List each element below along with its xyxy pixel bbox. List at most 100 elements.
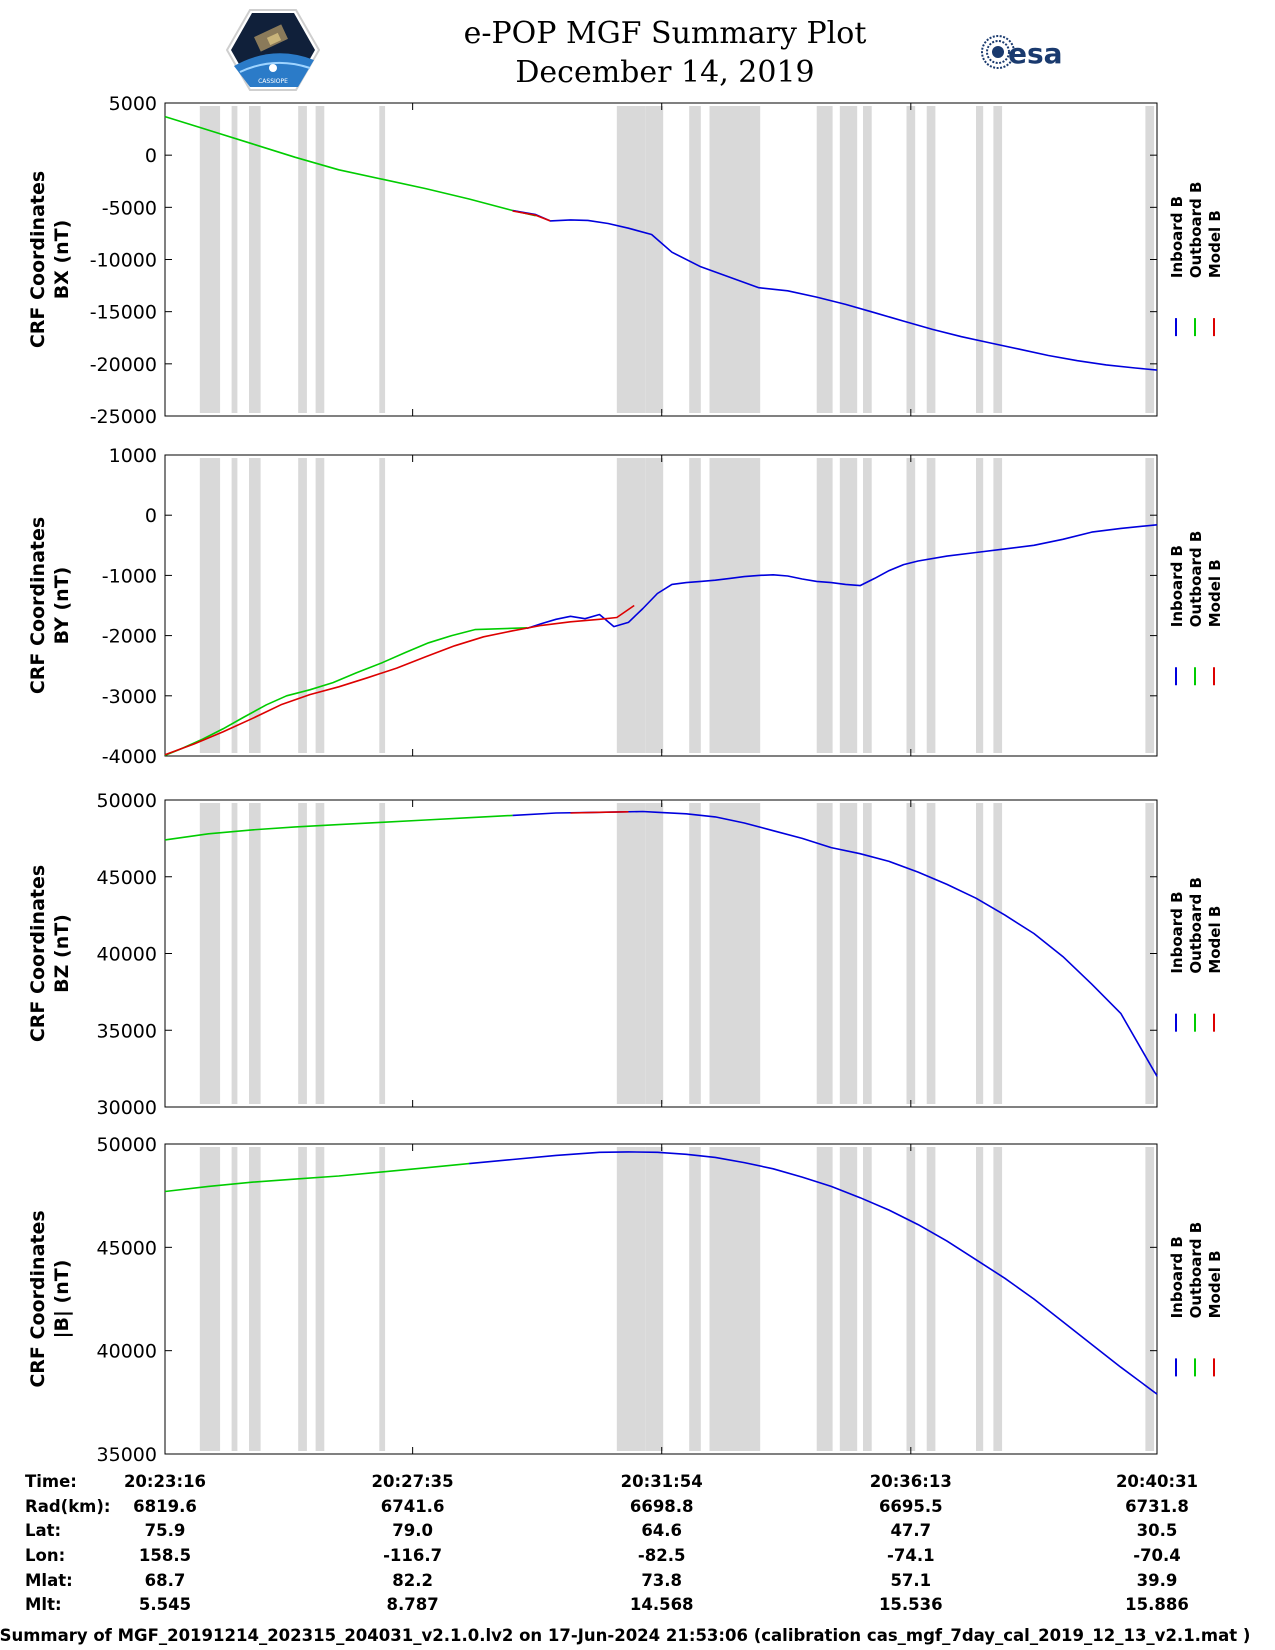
ephemeris-value: 5.545: [139, 1595, 191, 1614]
legend: Inboard B Outboard B Model B: [1168, 877, 1224, 1032]
ephemeris-value: 6741.6: [381, 1497, 445, 1516]
gap-band: [976, 106, 984, 413]
chart-date: December 14, 2019: [515, 55, 815, 90]
gap-band: [315, 458, 325, 753]
gap-band: [926, 803, 936, 1104]
cassiope-logo-text: CASSIOPE: [258, 78, 288, 85]
gap-band: [616, 803, 646, 1104]
legend-label: Outboard B: [1187, 877, 1205, 974]
y-tick-label: 35000: [97, 1444, 157, 1466]
y-tick-label: 45000: [97, 867, 157, 889]
ephemeris-row-label: Mlt:: [25, 1595, 62, 1614]
gap-band: [616, 106, 646, 413]
y-tick-label: 30000: [97, 1097, 157, 1119]
ephemeris-row-label: Rad(km):: [25, 1497, 111, 1516]
gap-band: [709, 106, 761, 413]
ephemeris-value: 14.568: [630, 1595, 694, 1614]
gap-band: [689, 803, 701, 1104]
gap-band: [863, 803, 872, 1104]
gap-band: [1145, 1147, 1155, 1451]
y-tick-label: 50000: [97, 790, 157, 812]
ephemeris-value: -74.1: [887, 1546, 935, 1565]
y-tick-label: 45000: [97, 1237, 157, 1259]
gap-band: [839, 803, 858, 1104]
panel-4: 50000 45000 40000 35000 CRF Coordinates |B| (…: [27, 1134, 1224, 1466]
gap-band: [379, 803, 386, 1104]
gap-band: [315, 803, 325, 1104]
gap-band: [689, 458, 701, 753]
gap-band: [298, 458, 307, 753]
gap-band: [689, 1147, 701, 1451]
ephemeris-value: 39.9: [1137, 1571, 1178, 1590]
legend: Inboard B Outboard B Model B: [1168, 531, 1224, 686]
gap-band: [863, 106, 872, 413]
ephemeris-value: 15.886: [1125, 1595, 1189, 1614]
gap-band: [906, 1147, 916, 1451]
ephemeris-value: 20:40:31: [1116, 1472, 1198, 1491]
ephemeris-value: -116.7: [383, 1546, 442, 1565]
gap-band: [315, 106, 325, 413]
ephemeris-value: 20:36:13: [870, 1472, 952, 1491]
gap-band: [906, 458, 916, 753]
legend-label: Model B: [1206, 906, 1224, 974]
ephemeris-value: 20:23:16: [124, 1472, 206, 1491]
ephemeris-value: 6819.6: [133, 1497, 197, 1516]
legend-label: Inboard B: [1168, 545, 1186, 627]
series-outboard-b: [164, 627, 528, 757]
gap-band: [816, 803, 833, 1104]
gap-band: [231, 1147, 238, 1451]
gap-band: [816, 106, 833, 413]
y-tick-label: 35000: [97, 1020, 157, 1042]
y-axis-label: CRF Coordinates BY (nT): [27, 517, 73, 694]
gap-band: [616, 458, 646, 753]
legend-label: Outboard B: [1187, 182, 1205, 279]
gap-band: [863, 458, 872, 753]
gap-band: [249, 803, 261, 1104]
ephemeris-value: 15.536: [879, 1595, 943, 1614]
ephemeris-value: 79.0: [392, 1521, 433, 1540]
ephemeris-value: 75.9: [145, 1521, 186, 1540]
gap-band: [616, 1147, 646, 1451]
gap-band: [199, 803, 221, 1104]
gap-band: [976, 1147, 984, 1451]
gap-band: [709, 803, 761, 1104]
y-tick-label: -3000: [102, 686, 157, 708]
ephemeris-value: 6695.5: [879, 1497, 943, 1516]
y-tick-label: -4000: [102, 746, 157, 768]
series-model-b: [570, 811, 629, 814]
gap-band: [906, 106, 916, 413]
gap-band: [1145, 803, 1155, 1104]
gap-band: [298, 106, 307, 413]
y-tick-label: -25000: [90, 406, 157, 428]
ephemeris-value: 6731.8: [1125, 1497, 1189, 1516]
gap-band: [926, 1147, 936, 1451]
gap-band: [976, 458, 984, 753]
y-tick-label: 40000: [97, 944, 157, 966]
gap-band: [816, 1147, 833, 1451]
y-tick-label: 0: [145, 505, 157, 527]
legend-label: Model B: [1206, 210, 1224, 278]
cassiope-logo: CASSIOPE: [226, 9, 320, 91]
esa-logo-text: esa: [1008, 37, 1063, 70]
gap-band: [249, 106, 261, 413]
y-tick-label: 5000: [109, 93, 157, 115]
series-outboard-b: [164, 814, 513, 841]
ephemeris-row-label: Mlat:: [25, 1571, 73, 1590]
gap-band: [1145, 458, 1155, 753]
gap-band: [199, 1147, 221, 1451]
series-outboard-b: [164, 115, 536, 217]
ephemeris-value: 8.787: [386, 1595, 438, 1614]
y-tick-label: 50000: [97, 1134, 157, 1156]
esa-logo: esa: [981, 35, 1063, 70]
gap-band: [199, 458, 221, 753]
panel-3: 50000 45000 40000 35000 30000 CRF Coordinates…: [27, 790, 1224, 1119]
legend-label: Inboard B: [1168, 891, 1186, 973]
gap-band: [199, 106, 221, 413]
legend-label: Inboard B: [1168, 196, 1186, 278]
gap-band: [231, 803, 238, 1104]
ephemeris-value: 30.5: [1137, 1521, 1178, 1540]
gap-band: [249, 1147, 261, 1451]
ephemeris-row-label: Lon:: [25, 1546, 65, 1565]
ephemeris-value: 20:27:35: [372, 1472, 454, 1491]
ephemeris-value: 20:31:54: [621, 1472, 703, 1491]
